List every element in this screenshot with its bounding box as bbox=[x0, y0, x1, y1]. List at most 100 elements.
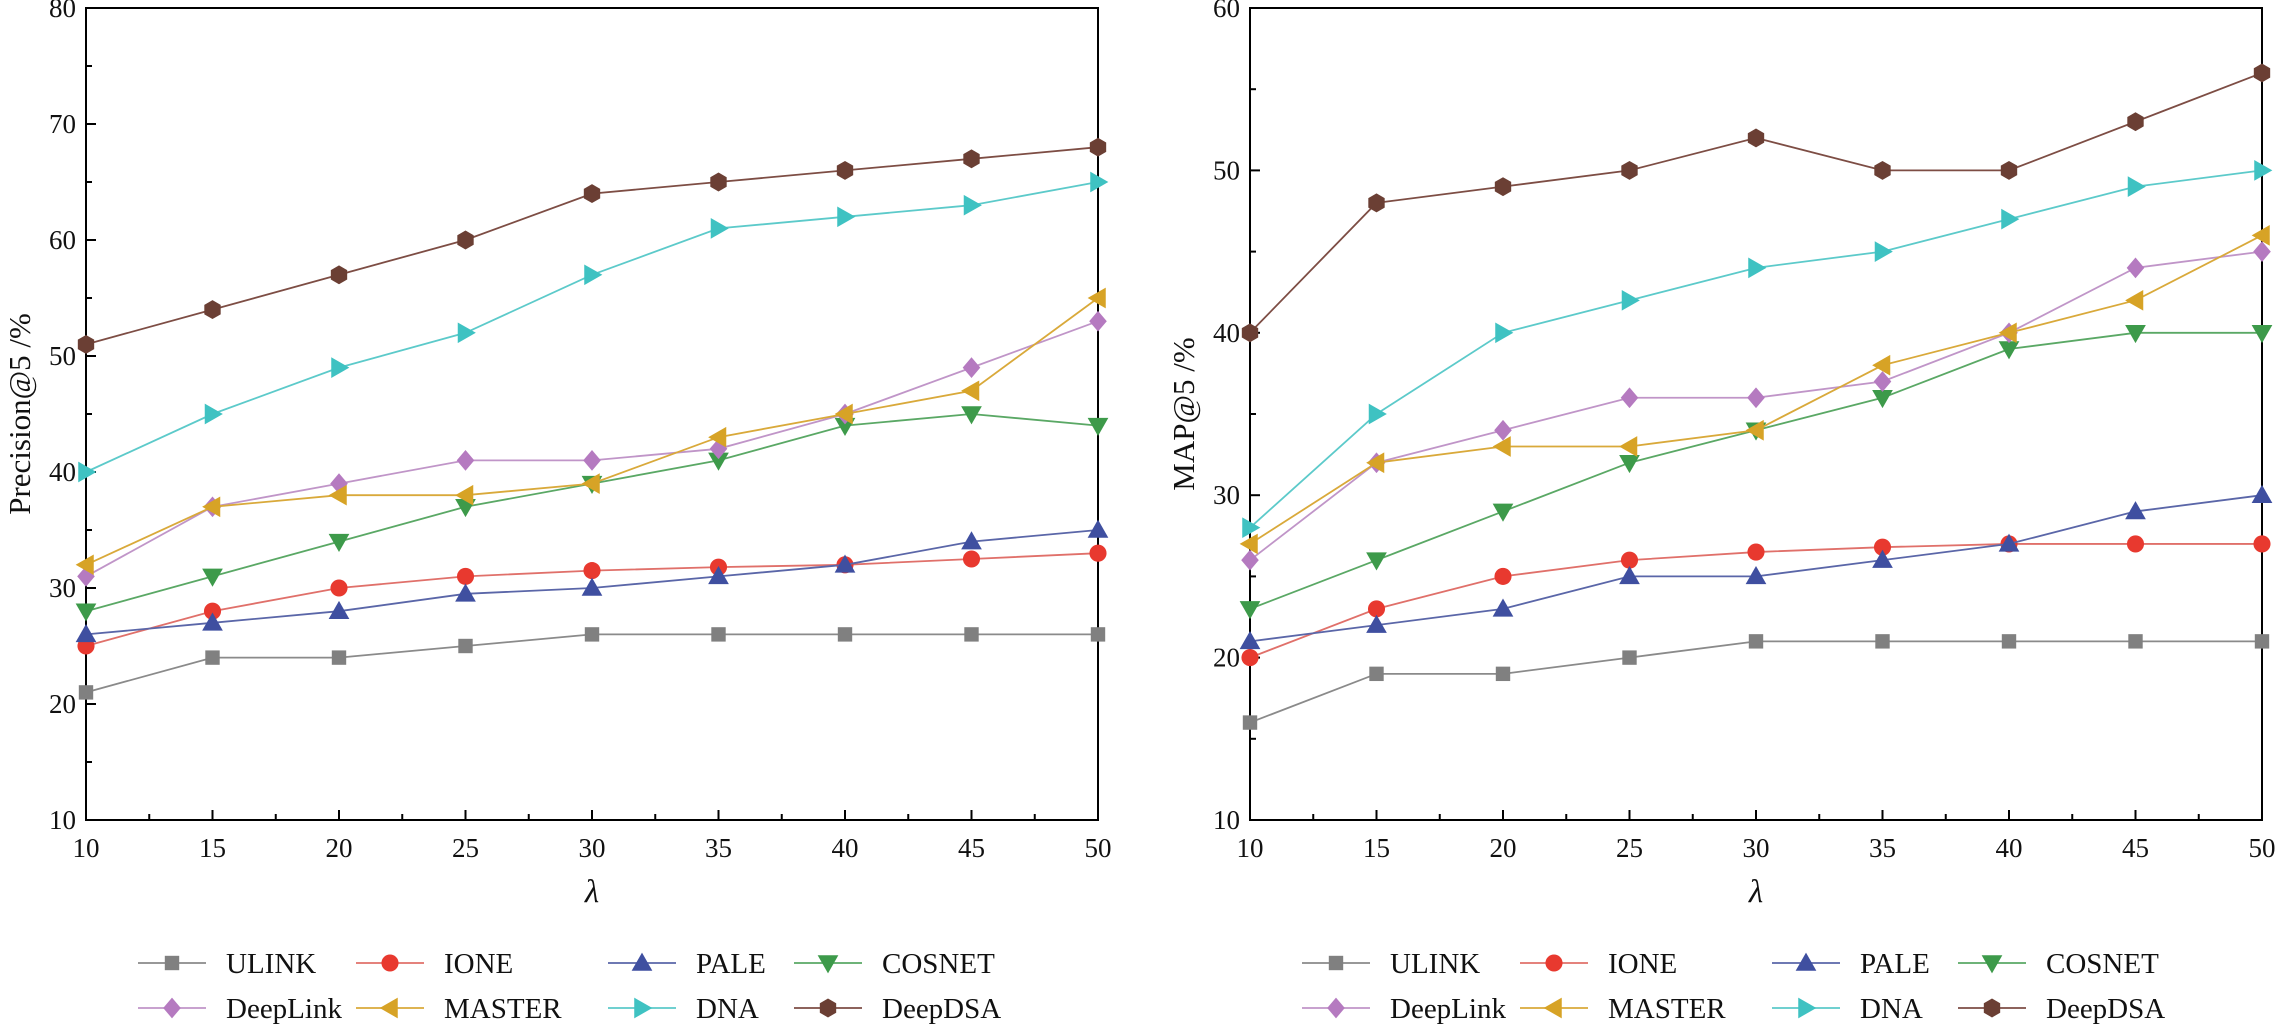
legend-label: DNA bbox=[1860, 993, 1923, 1025]
legend-marker bbox=[1545, 954, 1563, 972]
x-tick-label: 40 bbox=[832, 833, 859, 863]
legend-label: IONE bbox=[444, 948, 513, 980]
data-point-cosnet bbox=[202, 568, 223, 587]
data-point-dna bbox=[963, 194, 982, 216]
data-point-ulink bbox=[78, 685, 94, 700]
data-point-deepdsa bbox=[836, 160, 854, 180]
data-point-deepdsa bbox=[77, 334, 95, 354]
series-dna bbox=[1242, 160, 2273, 539]
legend-marker bbox=[819, 998, 837, 1018]
data-point-deepdsa bbox=[2127, 112, 2144, 132]
data-point-ulink bbox=[1748, 634, 1764, 649]
legend-item-ulink: ULINK bbox=[138, 948, 316, 980]
data-point-master bbox=[75, 554, 94, 576]
data-point-ione bbox=[1089, 544, 1107, 562]
legend-label: DeepLink bbox=[1390, 993, 1506, 1025]
x-tick-label: 50 bbox=[1085, 833, 1112, 863]
data-point-ione bbox=[203, 602, 222, 620]
legend-marker bbox=[634, 997, 653, 1019]
data-point-deepdsa bbox=[457, 230, 474, 250]
legend-label: PALE bbox=[1860, 948, 1930, 980]
series-ulink bbox=[1242, 634, 2270, 730]
data-point-cosnet bbox=[1492, 503, 1514, 522]
legend-marker bbox=[379, 997, 398, 1019]
legend-item-ione: IONE bbox=[1520, 948, 1677, 980]
legend-item-dna: DNA bbox=[608, 993, 759, 1025]
data-point-deepdsa bbox=[2253, 63, 2271, 83]
data-point-deeplink bbox=[2126, 257, 2145, 279]
data-point-deeplink bbox=[1873, 371, 1892, 392]
legend-item-cosnet: COSNET bbox=[1958, 948, 2159, 980]
data-point-ione bbox=[1873, 538, 1892, 556]
series-line-deepdsa bbox=[1249, 72, 2263, 334]
data-point-pale bbox=[328, 600, 350, 619]
series-master bbox=[75, 287, 1106, 576]
series-ulink bbox=[78, 627, 1106, 700]
series-deepdsa bbox=[1241, 63, 2271, 343]
data-point-dna bbox=[331, 357, 350, 378]
data-point-deeplink bbox=[1241, 549, 1259, 571]
data-point-dna bbox=[1242, 517, 1261, 539]
x-tick-label: 20 bbox=[1490, 833, 1517, 863]
legend-item-master: MASTER bbox=[1520, 993, 1726, 1025]
data-point-cosnet bbox=[961, 406, 982, 425]
y-tick-label: 40 bbox=[1213, 318, 1240, 348]
y-axis-title: Precision@5 /% bbox=[2, 313, 37, 515]
legend-label: MASTER bbox=[1608, 993, 1726, 1025]
data-point-cosnet bbox=[2251, 325, 2273, 344]
data-point-ulink bbox=[2128, 634, 2143, 649]
data-point-deeplink bbox=[77, 566, 95, 587]
x-tick-label: 15 bbox=[1363, 833, 1390, 863]
data-point-master bbox=[1619, 436, 1638, 457]
data-point-pale bbox=[2251, 484, 2273, 503]
data-point-ulink bbox=[584, 627, 600, 642]
legend-item-ulink: ULINK bbox=[1302, 948, 1480, 980]
data-point-deepdsa bbox=[583, 184, 601, 204]
legend-label: PALE bbox=[696, 948, 766, 980]
y-tick-label: 50 bbox=[1213, 155, 1240, 185]
y-tick-label: 70 bbox=[49, 109, 76, 139]
data-point-deeplink bbox=[1620, 387, 1639, 409]
data-point-master bbox=[708, 426, 727, 448]
data-point-master bbox=[328, 484, 347, 506]
data-point-deepdsa bbox=[1874, 160, 1891, 180]
x-tick-label: 50 bbox=[2249, 833, 2276, 863]
x-tick-label: 15 bbox=[199, 833, 226, 863]
data-point-cosnet bbox=[1872, 389, 1893, 409]
data-point-master bbox=[1872, 354, 1891, 376]
data-point-deeplink bbox=[330, 473, 348, 494]
data-point-deeplink bbox=[2253, 241, 2271, 262]
series-master bbox=[1239, 225, 2270, 555]
data-point-master bbox=[1998, 322, 2017, 344]
data-point-dna bbox=[2001, 208, 2020, 230]
data-point-ulink bbox=[205, 650, 220, 665]
data-point-cosnet bbox=[328, 533, 350, 552]
data-point-ulink bbox=[458, 638, 473, 654]
legend-label: COSNET bbox=[882, 948, 995, 980]
data-point-deepdsa bbox=[2000, 160, 2018, 180]
series-line-master bbox=[85, 297, 1099, 566]
y-tick-label: 10 bbox=[49, 805, 76, 835]
y-tick-label: 80 bbox=[49, 0, 76, 23]
data-point-deepdsa bbox=[1494, 177, 1512, 197]
legend-marker bbox=[163, 997, 181, 1019]
x-tick-label: 20 bbox=[326, 833, 353, 863]
data-point-dna bbox=[2254, 160, 2273, 181]
data-point-cosnet bbox=[1998, 341, 2020, 360]
series-deeplink bbox=[1241, 241, 2271, 571]
x-tick-label: 40 bbox=[1996, 833, 2023, 863]
legend-marker bbox=[1798, 997, 1817, 1019]
data-point-cosnet bbox=[2125, 325, 2146, 344]
precision-chart: 10 20 30 40 50 60 70 80 10 15 20 25 30 35 40 45 50 λ Preci… bbox=[2, 0, 1112, 1025]
data-point-master bbox=[1366, 452, 1385, 474]
data-point-master bbox=[1087, 287, 1106, 309]
series-line-ulink bbox=[1249, 640, 2262, 724]
legend-label: MASTER bbox=[444, 993, 562, 1025]
series-line-deepdsa bbox=[85, 146, 1099, 346]
legend-marker bbox=[381, 954, 399, 972]
data-point-deeplink bbox=[1494, 419, 1512, 441]
data-point-dna bbox=[457, 322, 476, 344]
data-point-dna bbox=[2127, 176, 2146, 197]
legend: ULINK IONE PALE COSNET DeepLink MASTER DNA Deep… bbox=[138, 948, 1001, 1025]
